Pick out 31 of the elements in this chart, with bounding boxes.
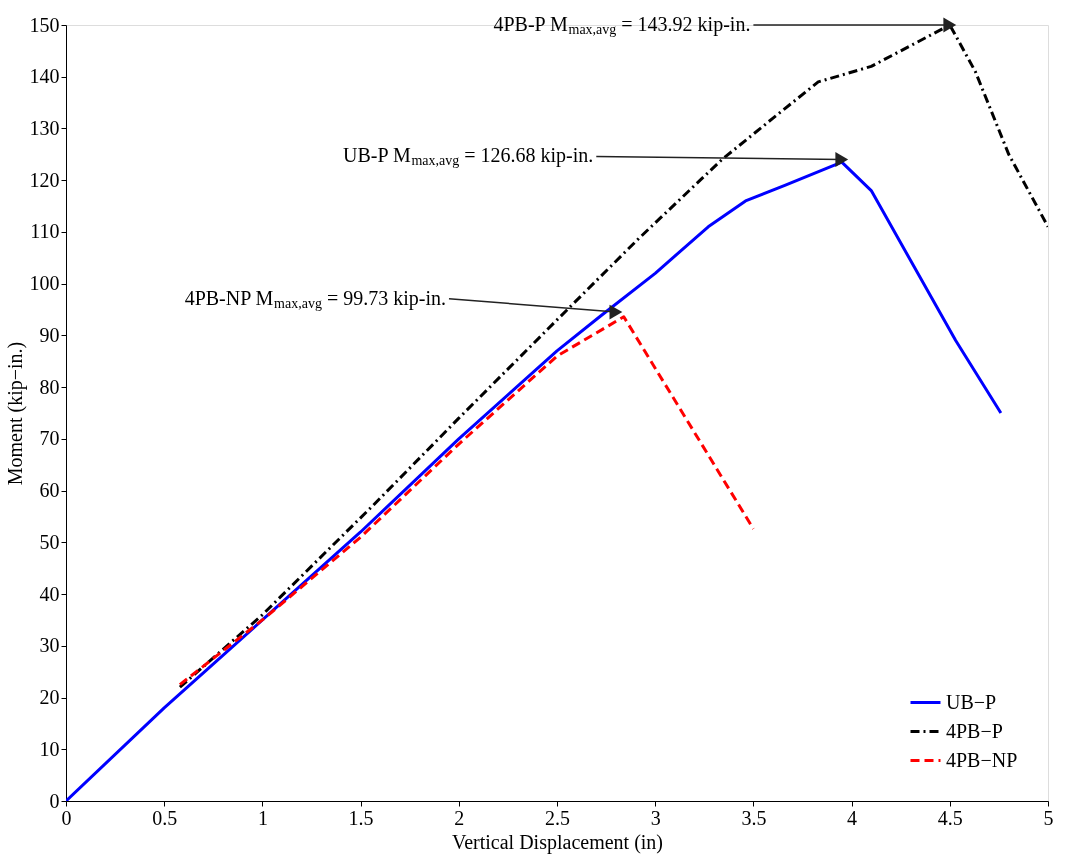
y-tick-label: 60 bbox=[39, 479, 60, 502]
x-tick-label: 1 bbox=[257, 806, 268, 829]
y-tick-label: 90 bbox=[39, 323, 60, 346]
y-tick-label: 130 bbox=[29, 116, 60, 139]
y-tick-label: 50 bbox=[39, 530, 60, 553]
y-tick-label: 30 bbox=[39, 634, 60, 657]
y-tick-label: 120 bbox=[29, 168, 60, 191]
y-axis-title: Moment (kip−in.) bbox=[3, 341, 27, 486]
y-tick-label: 0 bbox=[49, 789, 60, 812]
legend-label: UB−P bbox=[946, 690, 997, 713]
x-tick-label: 2 bbox=[454, 806, 465, 829]
x-tick-label: 1.5 bbox=[348, 806, 374, 829]
x-tick-label: 2.5 bbox=[545, 806, 570, 829]
x-tick-label: 5 bbox=[1043, 806, 1054, 829]
y-tick-label: 110 bbox=[30, 220, 60, 243]
x-tick-label: 3.5 bbox=[741, 806, 767, 829]
y-tick-label: 20 bbox=[39, 686, 60, 709]
legend-label: 4PB−NP bbox=[946, 748, 1018, 771]
x-tick-label: 3 bbox=[650, 806, 661, 829]
x-tick-label: 4 bbox=[847, 806, 858, 829]
y-tick-label: 40 bbox=[39, 582, 60, 605]
y-tick-label: 100 bbox=[29, 272, 60, 295]
x-tick-label: 4.5 bbox=[937, 806, 963, 829]
y-tick-label: 140 bbox=[29, 65, 60, 88]
y-tick-label: 70 bbox=[39, 427, 60, 450]
x-axis-title: Vertical Displacement (in) bbox=[451, 830, 664, 854]
y-tick-label: 150 bbox=[29, 13, 60, 36]
x-tick-label: 0.5 bbox=[152, 806, 178, 829]
y-tick-label: 80 bbox=[39, 375, 60, 398]
legend-label: 4PB−P bbox=[946, 719, 1003, 742]
y-tick-label: 10 bbox=[39, 737, 60, 760]
